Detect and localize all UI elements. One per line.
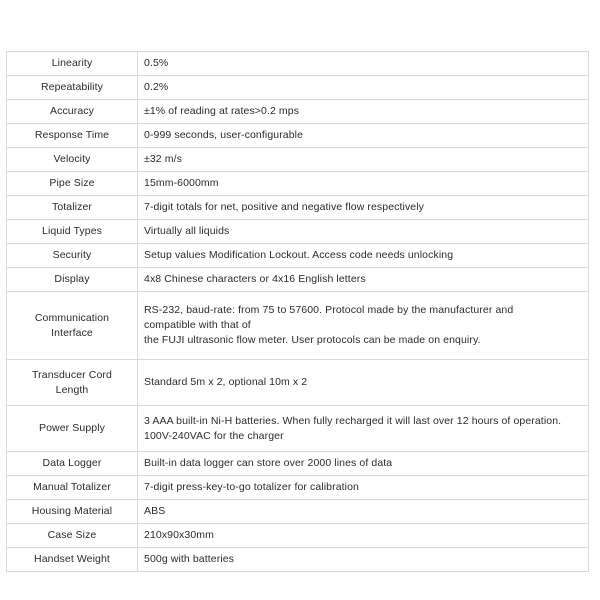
spec-value-cell: 3 AAA built-in Ni-H batteries. When full… <box>137 405 589 452</box>
spec-label-cell: Handset Weight <box>6 547 138 572</box>
spec-label-cell: Case Size <box>6 523 138 548</box>
spec-value-line: 7-digit press-key-to-go totalizer for ca… <box>144 481 359 493</box>
table-row: Case Size 210x90x30mm <box>6 523 589 548</box>
spec-label-cell: Transducer Cord Length <box>6 359 138 406</box>
spec-label-line: Transducer Cord <box>32 368 112 381</box>
spec-value-cell: RS-232, baud-rate: from 75 to 57600. Pro… <box>137 291 589 360</box>
spec-value-cell: 210x90x30mm <box>137 523 589 548</box>
spec-value-line: compatible with that of <box>144 319 251 331</box>
table-row: Display 4x8 Chinese characters or 4x16 En… <box>6 267 589 292</box>
spec-label-line: Accuracy <box>50 105 94 117</box>
spec-label-cell: Power Supply <box>6 405 138 452</box>
spec-value-line: Virtually all liquids <box>144 225 230 237</box>
table-row: Security Setup values Modification Lockou… <box>6 243 589 268</box>
spec-label-cell: Manual Totalizer <box>6 475 138 500</box>
table-row: Power Supply 3 AAA built-in Ni-H batterie… <box>6 405 589 452</box>
spec-value-cell: Built-in data logger can store over 2000… <box>137 451 589 476</box>
spec-value-cell: 7-digit totals for net, positive and neg… <box>137 195 589 220</box>
spec-label-line: Data Logger <box>42 457 102 469</box>
spec-label-cell: Repeatability <box>6 75 138 100</box>
spec-label-line: Security <box>52 249 92 261</box>
spec-value-cell: Setup values Modification Lockout. Acces… <box>137 243 589 268</box>
table-row: Handset Weight 500g with batteries <box>6 547 589 572</box>
spec-label-line: Velocity <box>53 153 91 165</box>
specification-table-body: Linearity 0.5% Repeatability 0.2% Accuracy ±1… <box>6 51 589 572</box>
table-row: Liquid Types Virtually all liquids <box>6 219 589 244</box>
spec-value-cell: 0.2% <box>137 75 589 100</box>
spec-label-cell: Linearity <box>6 51 138 76</box>
spec-label-line: Repeatability <box>40 81 103 93</box>
spec-value-line: ±1% of reading at rates>0.2 mps <box>144 105 300 117</box>
table-row: Housing Material ABS <box>6 499 589 524</box>
spec-label-line: Liquid Types <box>42 225 102 237</box>
spec-value-line: 0.5% <box>144 57 169 69</box>
table-row: Communication Interface RS-232, baud-rate:… <box>6 291 589 360</box>
spec-label-cell: Liquid Types <box>6 219 138 244</box>
spec-label-line: Housing Material <box>31 505 113 517</box>
spec-value-line: 0-999 seconds, user-configurable <box>144 129 304 141</box>
spec-value-cell: 7-digit press-key-to-go totalizer for ca… <box>137 475 589 500</box>
spec-label-cell: Communication Interface <box>6 291 138 360</box>
spec-label-line: Display <box>54 273 90 285</box>
spec-value-line: Standard 5m x 2, optional 10m x 2 <box>144 376 308 388</box>
spec-value-line: 100V-240VAC for the charger <box>144 429 284 442</box>
table-row: Totalizer 7-digit totals for net, positiv… <box>6 195 589 220</box>
spec-value-line: 210x90x30mm <box>144 529 214 541</box>
spec-value-cell: 15mm-6000mm <box>137 171 589 196</box>
spec-label-line: Case Size <box>47 529 97 541</box>
spec-label-line: Handset Weight <box>34 553 110 565</box>
spec-value-line: 4x8 Chinese characters or 4x16 English l… <box>144 273 366 285</box>
spec-label-line: Manual Totalizer <box>33 481 111 493</box>
spec-value-cell: ABS <box>137 499 589 524</box>
spec-value-line: ABS <box>144 505 166 517</box>
spec-label-line: Power Supply <box>39 422 105 434</box>
spec-label-cell: Display <box>6 267 138 292</box>
table-row: Accuracy ±1% of reading at rates>0.2 mps <box>6 99 589 124</box>
table-row: Transducer Cord Length Standard 5m x 2, op… <box>6 359 589 406</box>
table-row: Repeatability 0.2% <box>6 75 589 100</box>
spec-label-cell: Housing Material <box>6 499 138 524</box>
spec-value-cell: 4x8 Chinese characters or 4x16 English l… <box>137 267 589 292</box>
spec-value-cell: 500g with batteries <box>137 547 589 572</box>
spec-value-line: Setup values Modification Lockout. Acces… <box>144 249 454 261</box>
spec-label-line: Length <box>55 383 89 396</box>
spec-value-cell: Virtually all liquids <box>137 219 589 244</box>
spec-label-cell: Totalizer <box>6 195 138 220</box>
spec-value-cell: 0-999 seconds, user-configurable <box>137 123 589 148</box>
spec-value-line: RS-232, baud-rate: from 75 to 57600. Pro… <box>144 304 514 316</box>
spec-value-cell: ±32 m/s <box>137 147 589 172</box>
specification-table-container: Linearity 0.5% Repeatability 0.2% Accuracy ±1… <box>6 51 589 572</box>
spec-label-cell: Velocity <box>6 147 138 172</box>
spec-value-line: 15mm-6000mm <box>144 177 219 189</box>
spec-label-line: Interface <box>51 326 93 339</box>
spec-value-line: 0.2% <box>144 81 169 93</box>
spec-label-cell: Security <box>6 243 138 268</box>
spec-value-line: 3 AAA built-in Ni-H batteries. When full… <box>144 414 562 427</box>
spec-label-line: Pipe Size <box>49 177 95 189</box>
spec-value-cell: Standard 5m x 2, optional 10m x 2 <box>137 359 589 406</box>
specification-table: Linearity 0.5% Repeatability 0.2% Accuracy ±1… <box>6 51 589 572</box>
table-row: Manual Totalizer 7-digit press-key-to-go … <box>6 475 589 500</box>
spec-value-cell: ±1% of reading at rates>0.2 mps <box>137 99 589 124</box>
table-row: Linearity 0.5% <box>6 51 589 76</box>
spec-value-line: 7-digit totals for net, positive and neg… <box>144 201 425 213</box>
table-row: Response Time 0-999 seconds, user-configu… <box>6 123 589 148</box>
spec-label-line: Linearity <box>51 57 93 69</box>
spec-label-line: Response Time <box>34 129 110 141</box>
spec-value-line: Built-in data logger can store over 2000… <box>144 457 393 469</box>
spec-label-cell: Data Logger <box>6 451 138 476</box>
spec-value-line: 500g with batteries <box>144 553 235 565</box>
spec-label-cell: Response Time <box>6 123 138 148</box>
spec-label-line: Communication <box>34 311 110 324</box>
spec-label-cell: Accuracy <box>6 99 138 124</box>
table-row: Pipe Size 15mm-6000mm <box>6 171 589 196</box>
table-row: Data Logger Built-in data logger can stor… <box>6 451 589 476</box>
spec-label-cell: Pipe Size <box>6 171 138 196</box>
spec-value-line: the FUJI ultrasonic flow meter. User pro… <box>144 334 481 346</box>
table-row: Velocity ±32 m/s <box>6 147 589 172</box>
spec-value-line: ±32 m/s <box>144 153 182 165</box>
spec-label-line: Totalizer <box>52 201 92 213</box>
spec-value-cell: 0.5% <box>137 51 589 76</box>
